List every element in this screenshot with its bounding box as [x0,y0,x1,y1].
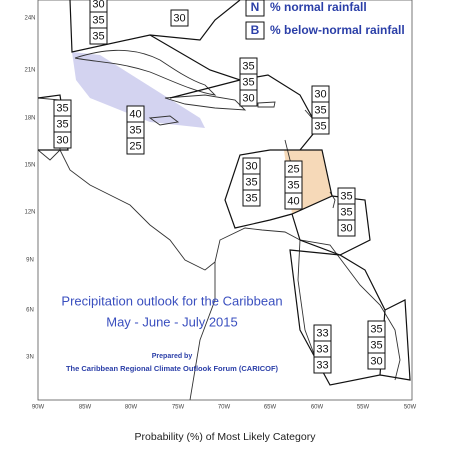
probability-value: 33 [316,343,328,355]
probability-box [170,9,189,27]
probability-value: 30 [173,12,185,24]
legend-text: % below-normal rainfall [270,23,405,37]
probability-value: 30 [242,92,254,104]
probability-value: 35 [242,60,254,72]
lat-label: 18N [24,116,35,122]
lon-label: 90W [32,405,45,411]
map-title: Precipitation outlook for the Caribbean [61,293,282,308]
probability-value: 35 [242,76,254,88]
probability-box [311,117,330,135]
legend-key-box [245,0,265,17]
probability-box [89,27,108,45]
zone-shade [72,52,205,128]
lon-label: 65W [264,405,277,411]
probability-value: 35 [92,30,104,42]
probability-value: 30 [340,222,352,234]
probability-value: 35 [56,102,68,114]
lon-label: 80W [125,405,138,411]
lat-label: 6N [26,308,34,314]
probability-box [313,356,332,374]
lon-label: 50W [404,405,417,411]
probability-value: 35 [56,118,68,130]
probability-value: 35 [340,190,352,202]
lat-label: 21N [24,68,35,74]
lon-label: 75W [172,405,185,411]
probability-value: 33 [316,359,328,371]
lon-label: 85W [79,405,92,411]
legend-key-box [245,21,265,40]
map-subtitle: May - June - July 2015 [106,314,238,329]
probability-value: 35 [245,192,257,204]
probability-value: 35 [92,14,104,26]
lat-label: 24N [24,16,35,22]
lon-label: 55W [357,405,370,411]
lon-label: 70W [218,405,231,411]
probability-value: 35 [370,339,382,351]
probability-box [284,192,303,210]
probability-value: 40 [129,108,141,120]
probability-value: 30 [370,355,382,367]
lat-label: 3N [26,355,34,361]
probability-value: 30 [56,134,68,146]
probability-value: 30 [314,88,326,100]
probability-value: 35 [314,104,326,116]
credit: The Caribbean Regional Climate Outlook F… [66,364,279,373]
credit: Prepared by [152,353,193,360]
legend-key: N [251,0,260,14]
lat-label: 9N [26,258,34,264]
probability-box [242,189,261,207]
lon-label: 60W [311,405,324,411]
probability-value: 33 [316,327,328,339]
probability-value: 25 [287,163,299,175]
caption: Probability (%) of Most Likely Category [135,431,317,443]
probability-box [239,89,258,107]
probability-value: 25 [129,140,141,152]
probability-box [367,352,386,370]
probability-box [126,137,145,155]
lat-label: 15N [24,163,35,169]
probability-value: 30 [92,0,104,10]
lat-label: 12N [24,210,35,216]
legend-text: % normal rainfall [270,0,367,14]
probability-value: 30 [245,160,257,172]
probability-box [337,219,356,237]
legend: N % normal rainfall B % below-normal rai… [245,0,405,40]
probability-value: 40 [287,195,299,207]
probability-value: 35 [287,179,299,191]
probability-value: 35 [245,176,257,188]
legend-key: B [251,23,260,37]
probability-box [53,131,72,149]
probability-value: 35 [370,323,382,335]
probability-value: 35 [129,124,141,136]
probability-value: 35 [314,120,326,132]
probability-value: 35 [340,206,352,218]
